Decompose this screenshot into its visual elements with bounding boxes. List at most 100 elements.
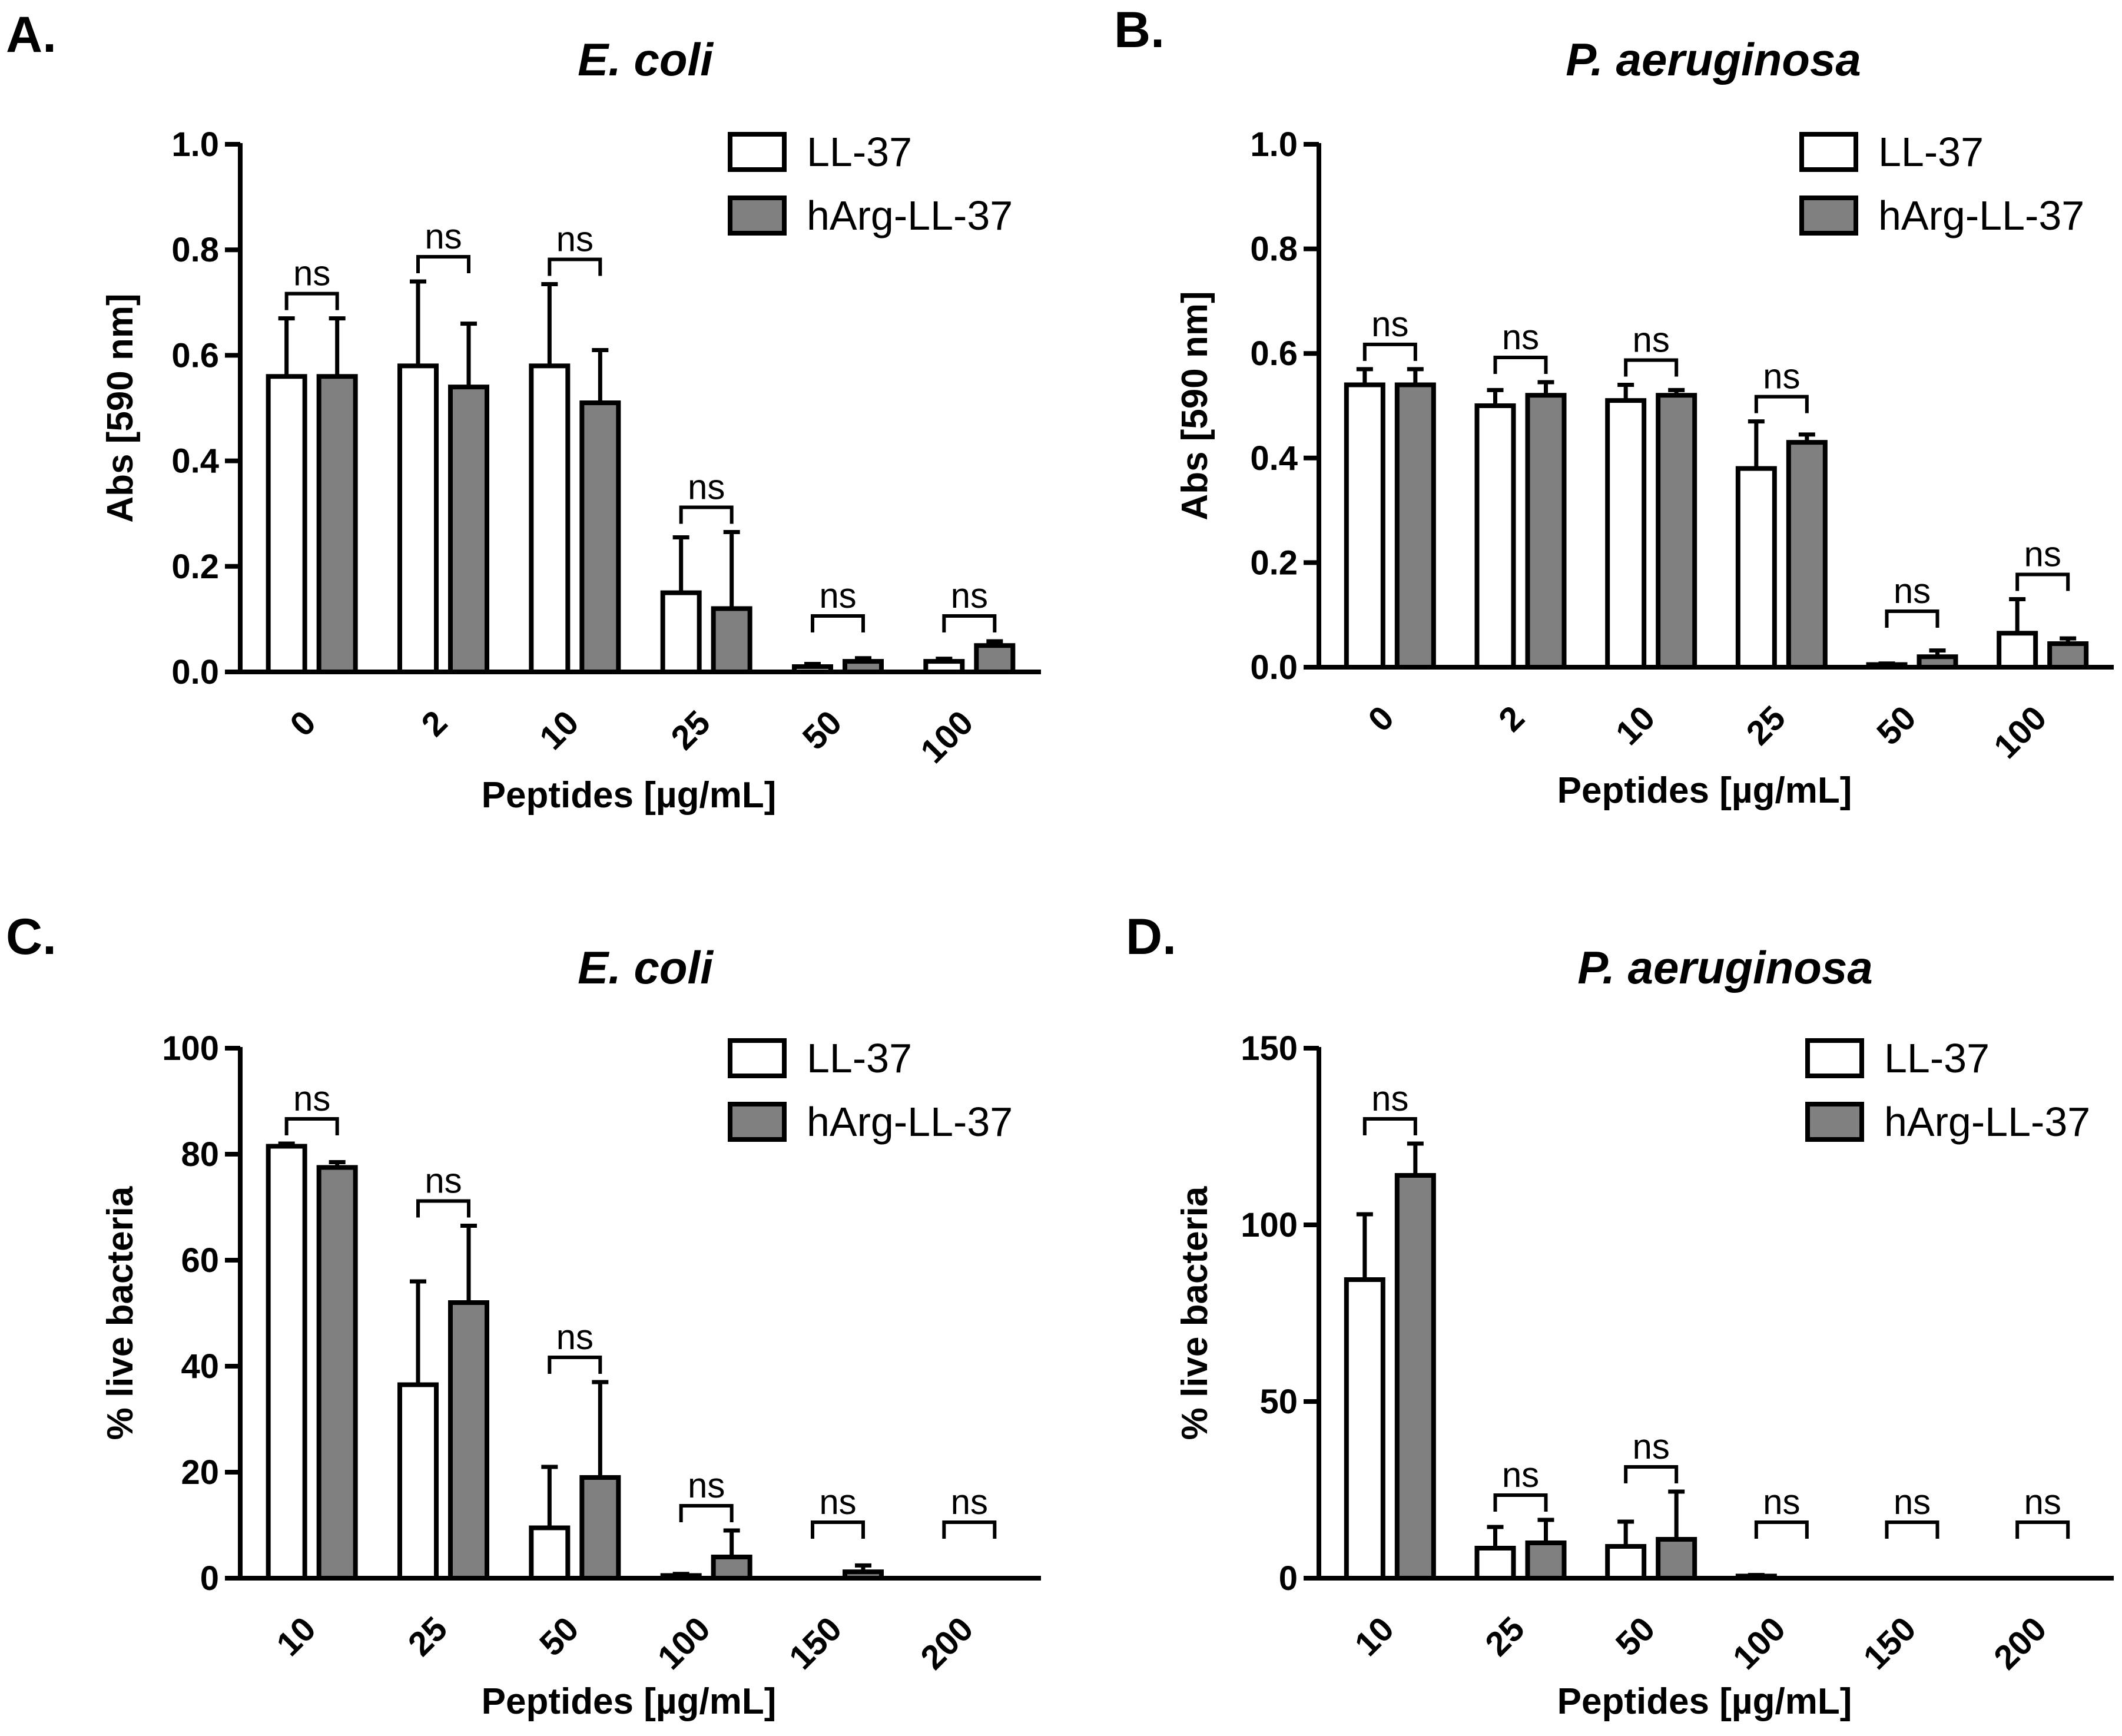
y-tick-label: 40: [181, 1347, 219, 1386]
legend-swatch: [1805, 1102, 1864, 1142]
significance-bracket: [548, 257, 602, 276]
significance-label: ns: [688, 1466, 725, 1505]
bar: [448, 385, 489, 674]
significance-bracket: [1754, 1520, 1809, 1539]
x-axis-label: Peptides [µg/mL]: [482, 775, 777, 816]
bar: [266, 374, 307, 674]
significance-bracket: [942, 1520, 997, 1539]
y-tick-label: 0.6: [171, 336, 219, 375]
bar: [1394, 1173, 1436, 1581]
significance-label: ns: [819, 1482, 856, 1522]
significance-label: ns: [425, 1161, 462, 1201]
significance-label: ns: [1371, 1079, 1408, 1118]
bar: [1656, 393, 1697, 670]
y-tick-label: 100: [162, 1029, 219, 1068]
y-axis-label: % live bacteria: [1175, 1186, 1215, 1440]
significance-label: ns: [1502, 317, 1539, 357]
legend-label: LL-37: [807, 129, 912, 175]
significance-bracket: [284, 1117, 339, 1135]
panel-label: B.: [1114, 2, 1165, 58]
bar: [1474, 403, 1516, 670]
significance-label: ns: [1894, 571, 1931, 611]
significance-label: ns: [425, 217, 462, 256]
chart-panel: A. E. coli 0.0 0.2 0.4 0.6 0.8 1.0 Abs [590 nm] n…: [6, 6, 1041, 816]
chart-panel: C. E. coli 0 20 40 60 80 100 % live bacteria ns 10…: [6, 909, 1041, 1722]
bar: [397, 1382, 439, 1581]
significance-bracket: [942, 614, 997, 632]
y-tick-label: 1.0: [171, 125, 219, 164]
x-tick-label: 0: [1361, 698, 1401, 739]
y-tick-label: 0.8: [1250, 230, 1298, 269]
legend-label: LL-37: [807, 1035, 912, 1081]
bar: [529, 363, 571, 674]
significance-bracket: [679, 505, 734, 524]
bar: [923, 659, 965, 674]
legend-label: hArg-LL-37: [807, 193, 1013, 238]
x-tick-label: 25: [1739, 698, 1793, 753]
x-tick-label: 50: [532, 1609, 586, 1664]
y-tick-label: 80: [181, 1135, 219, 1174]
significance-bracket: [284, 291, 339, 310]
x-tick-label: 25: [401, 1609, 455, 1664]
significance-bracket: [679, 1504, 734, 1522]
significance-label: ns: [688, 468, 725, 507]
bar: [792, 664, 833, 675]
x-axis-label: Peptides [µg/mL]: [1557, 770, 1852, 811]
significance-bracket: [811, 614, 865, 632]
x-tick-label: 10: [1609, 698, 1663, 753]
significance-bracket: [2015, 572, 2070, 591]
x-tick-label: 10: [532, 703, 586, 757]
bar: [660, 590, 702, 674]
significance-label: ns: [2024, 1482, 2061, 1522]
bar: [529, 1525, 571, 1581]
significance-label: ns: [951, 576, 988, 615]
legend-label: LL-37: [1878, 129, 1984, 175]
x-tick-label: 2: [414, 703, 455, 744]
significance-bracket: [811, 1520, 865, 1539]
legend-swatch: [1799, 196, 1858, 236]
significance-bracket: [1493, 356, 1548, 375]
y-tick-label: 0: [1279, 1559, 1298, 1598]
significance-bracket: [2015, 1520, 2070, 1539]
legend-label: hArg-LL-37: [807, 1099, 1013, 1145]
significance-bracket: [1885, 1520, 1939, 1539]
chart-panel: D. P. aeruginosa 0 50 100 150 % live bacteria n…: [1126, 909, 2114, 1722]
bar: [1344, 1277, 1385, 1581]
legend-swatch: [728, 196, 787, 236]
x-tick-label: 25: [1478, 1609, 1532, 1664]
significance-bracket: [1493, 1493, 1548, 1512]
legend-swatch: [728, 1102, 787, 1142]
bar: [1656, 1537, 1697, 1581]
bar: [843, 659, 884, 674]
significance-bracket: [416, 1199, 470, 1218]
x-axis-label: Peptides [µg/mL]: [1557, 1681, 1852, 1722]
legend-label: LL-37: [1884, 1035, 1990, 1081]
y-tick-label: 0.4: [1250, 439, 1298, 478]
x-tick-label: 150: [782, 1609, 849, 1677]
x-tick-label: 25: [664, 703, 718, 757]
y-tick-label: 60: [181, 1241, 219, 1280]
significance-label: ns: [1763, 357, 1800, 396]
significance-bracket: [416, 254, 470, 273]
y-axis-label: % live bacteria: [100, 1186, 141, 1440]
bar: [448, 1300, 489, 1581]
x-tick-label: 50: [1609, 1609, 1663, 1664]
x-tick-label: 200: [1987, 1609, 2054, 1677]
y-tick-label: 0.0: [171, 653, 219, 691]
x-tick-label: 10: [269, 1609, 323, 1664]
significance-label: ns: [556, 219, 594, 259]
significance-bracket: [548, 1356, 602, 1374]
bar: [974, 643, 1016, 674]
significance-label: ns: [2024, 535, 2061, 574]
y-tick-label: 50: [1259, 1383, 1298, 1421]
y-tick-label: 0: [200, 1559, 219, 1598]
chart-title: E. coli: [578, 34, 714, 85]
bar: [1605, 398, 1647, 670]
y-tick-label: 0.2: [171, 548, 219, 586]
significance-label: ns: [1371, 304, 1408, 344]
bar: [1474, 1546, 1516, 1581]
bar: [579, 400, 621, 674]
significance-label: ns: [1894, 1482, 1931, 1522]
y-tick-label: 0.4: [171, 442, 219, 481]
